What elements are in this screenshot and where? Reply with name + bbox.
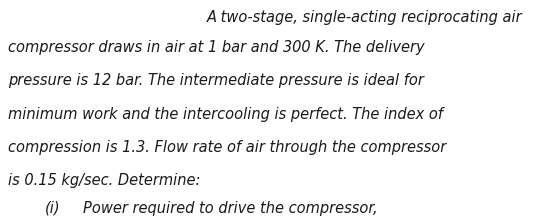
- Text: (i): (i): [45, 201, 61, 216]
- Text: A two-stage, single-acting reciprocating air: A two-stage, single-acting reciprocating…: [207, 10, 522, 25]
- Text: minimum work and the intercooling is perfect. The index of: minimum work and the intercooling is per…: [8, 107, 443, 122]
- Text: pressure is 12 bar. The intermediate pressure is ideal for: pressure is 12 bar. The intermediate pre…: [8, 73, 424, 88]
- Text: Power required to drive the compressor,: Power required to drive the compressor,: [83, 201, 377, 216]
- Text: is 0.15 kg/sec. Determine:: is 0.15 kg/sec. Determine:: [8, 173, 200, 188]
- Text: compressor draws in air at 1 bar and 300 K. The delivery: compressor draws in air at 1 bar and 300…: [8, 40, 425, 55]
- Text: compression is 1.3. Flow rate of air through the compressor: compression is 1.3. Flow rate of air thr…: [8, 140, 446, 155]
